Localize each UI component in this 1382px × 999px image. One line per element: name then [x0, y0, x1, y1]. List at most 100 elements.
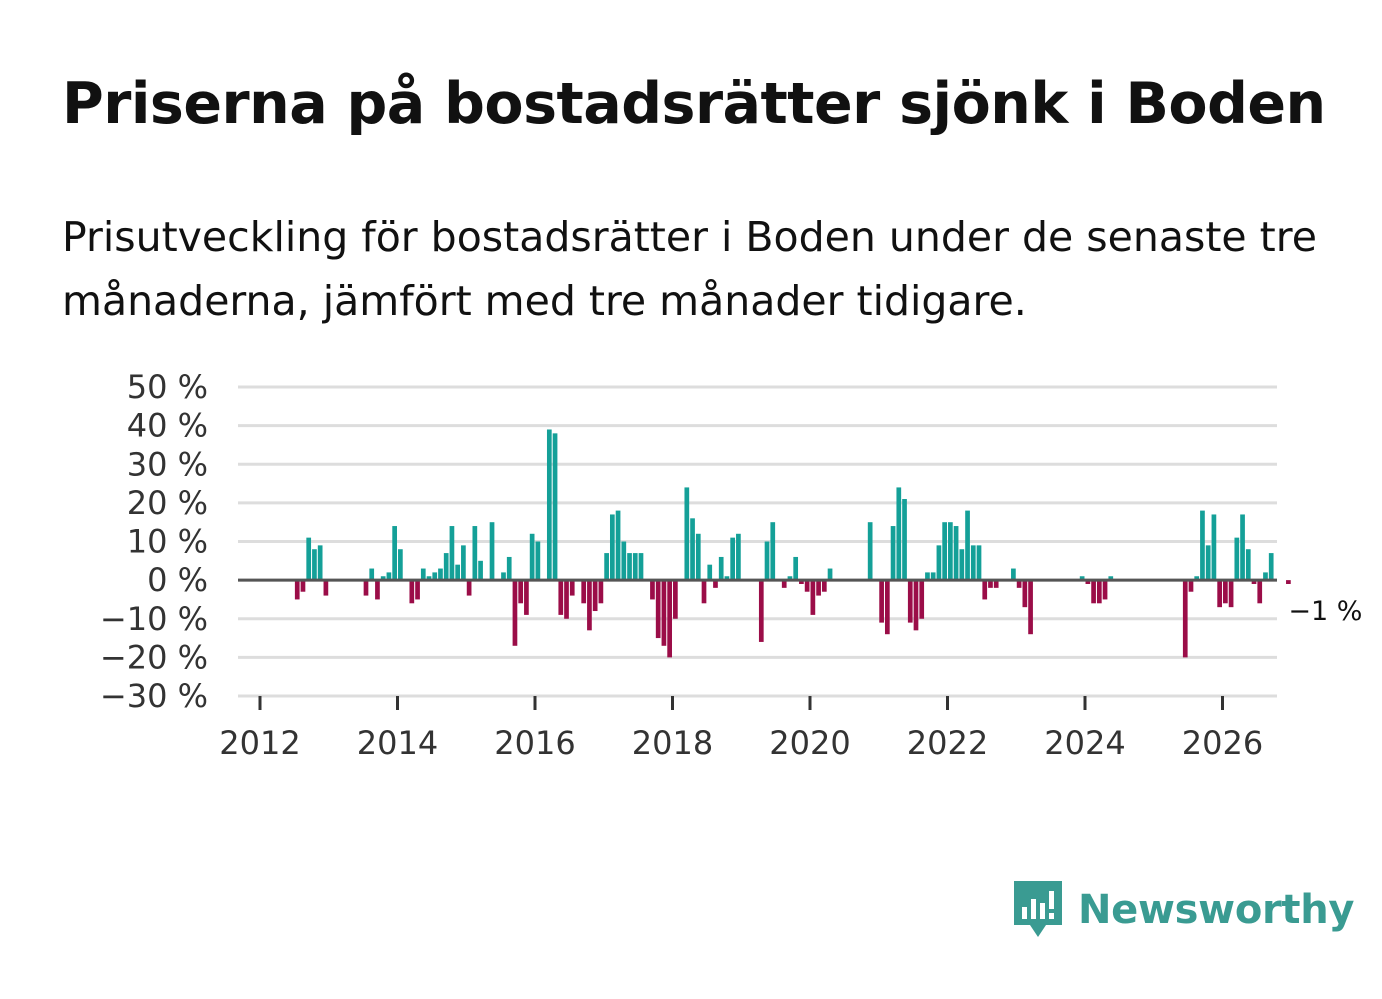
- bar: [380, 576, 386, 581]
- bar: [884, 580, 890, 635]
- bar: [673, 580, 678, 619]
- bar: [787, 576, 793, 581]
- bar: [942, 522, 947, 581]
- bar: [587, 580, 592, 631]
- x-tick-label: 2012: [219, 724, 300, 762]
- bar: [988, 580, 993, 588]
- bar: [369, 568, 375, 581]
- bar: [317, 545, 323, 581]
- bar: [930, 572, 936, 581]
- bar: [443, 553, 449, 581]
- bar: [736, 533, 741, 581]
- bar: [569, 580, 575, 596]
- bar: [1079, 576, 1085, 581]
- last-value-label: −1 %: [1288, 596, 1362, 627]
- bar: [632, 553, 638, 581]
- bar: [1240, 514, 1245, 581]
- bar: [890, 526, 896, 581]
- bar: [1108, 576, 1114, 581]
- bar: [879, 580, 884, 623]
- bar: [948, 522, 953, 581]
- bar: [925, 572, 930, 581]
- x-tick-label: 2020: [769, 724, 850, 762]
- bar: [1286, 580, 1291, 584]
- bar: [661, 580, 667, 646]
- bar: [546, 429, 552, 581]
- bar: [953, 526, 959, 581]
- bar: [1188, 580, 1194, 592]
- y-tick-label: 20 %: [127, 484, 208, 522]
- bar: [564, 580, 569, 619]
- bar: [420, 568, 426, 581]
- bar: [982, 580, 988, 600]
- y-tick-label: −10 %: [100, 600, 208, 638]
- y-tick-label: 10 %: [127, 523, 208, 561]
- bar: [409, 580, 415, 604]
- bar: [363, 580, 369, 596]
- bar: [638, 553, 644, 581]
- bar: [392, 526, 397, 581]
- bar: [512, 580, 518, 646]
- bar: [993, 580, 999, 588]
- bar: [375, 580, 380, 600]
- bar: [770, 522, 776, 581]
- bar: [501, 572, 506, 581]
- bar: [1085, 580, 1091, 584]
- bar: [415, 580, 420, 600]
- labels: 50 %40 %30 %20 %10 %0 %−10 %−20 %−30 % 20…: [100, 368, 1366, 762]
- bar: [1223, 580, 1228, 604]
- bar: [461, 545, 466, 581]
- bar: [306, 537, 312, 581]
- bar-chart: 50 %40 %30 %20 %10 %0 %−10 %−20 %−30 % 20…: [100, 368, 1366, 762]
- bar: [535, 541, 541, 581]
- bar: [701, 580, 707, 604]
- bar: [804, 580, 810, 592]
- bar: [604, 553, 609, 581]
- bar: [489, 522, 495, 581]
- bar: [398, 549, 403, 581]
- bar: [529, 533, 535, 581]
- bar: [1228, 580, 1234, 608]
- bar: [524, 580, 529, 615]
- newsworthy-logo[interactable]: Newsworthy: [1012, 878, 1355, 942]
- bar: [781, 580, 787, 588]
- bar: [1234, 537, 1240, 581]
- bar: [294, 580, 300, 600]
- bar: [627, 553, 632, 581]
- bar: [1011, 568, 1016, 581]
- x-tick-label: 2014: [357, 724, 438, 762]
- bar: [478, 560, 483, 581]
- bar: [386, 572, 392, 581]
- bar: [621, 541, 627, 581]
- bar: [1096, 580, 1102, 604]
- bar: [724, 576, 730, 581]
- x-tick-label: 2022: [907, 724, 988, 762]
- bar: [1263, 572, 1268, 581]
- chart-title: Priserna på bostadsrätter sjönk i Boden: [62, 71, 1326, 137]
- bar: [959, 549, 965, 581]
- bar: [976, 545, 982, 581]
- bar: [1257, 580, 1263, 604]
- bar: [312, 549, 317, 581]
- bar: [300, 580, 306, 592]
- bar: [432, 572, 438, 581]
- bar: [684, 487, 690, 581]
- bar: [730, 537, 736, 581]
- bar: [970, 545, 976, 581]
- x-tick-label: 2016: [494, 724, 575, 762]
- bar: [695, 533, 701, 581]
- bar: [919, 580, 925, 619]
- y-tick-label: −20 %: [100, 638, 208, 676]
- bar: [1245, 549, 1251, 581]
- bar: [506, 556, 512, 581]
- bar: [902, 499, 907, 581]
- bar: [1022, 580, 1028, 608]
- bar: [650, 580, 655, 600]
- x-tick-label: 2018: [632, 724, 713, 762]
- bar: [867, 522, 873, 581]
- bar: [615, 510, 621, 581]
- bar: [518, 580, 524, 604]
- bar: [598, 580, 604, 604]
- bar: [655, 580, 661, 639]
- bar: [1182, 580, 1188, 658]
